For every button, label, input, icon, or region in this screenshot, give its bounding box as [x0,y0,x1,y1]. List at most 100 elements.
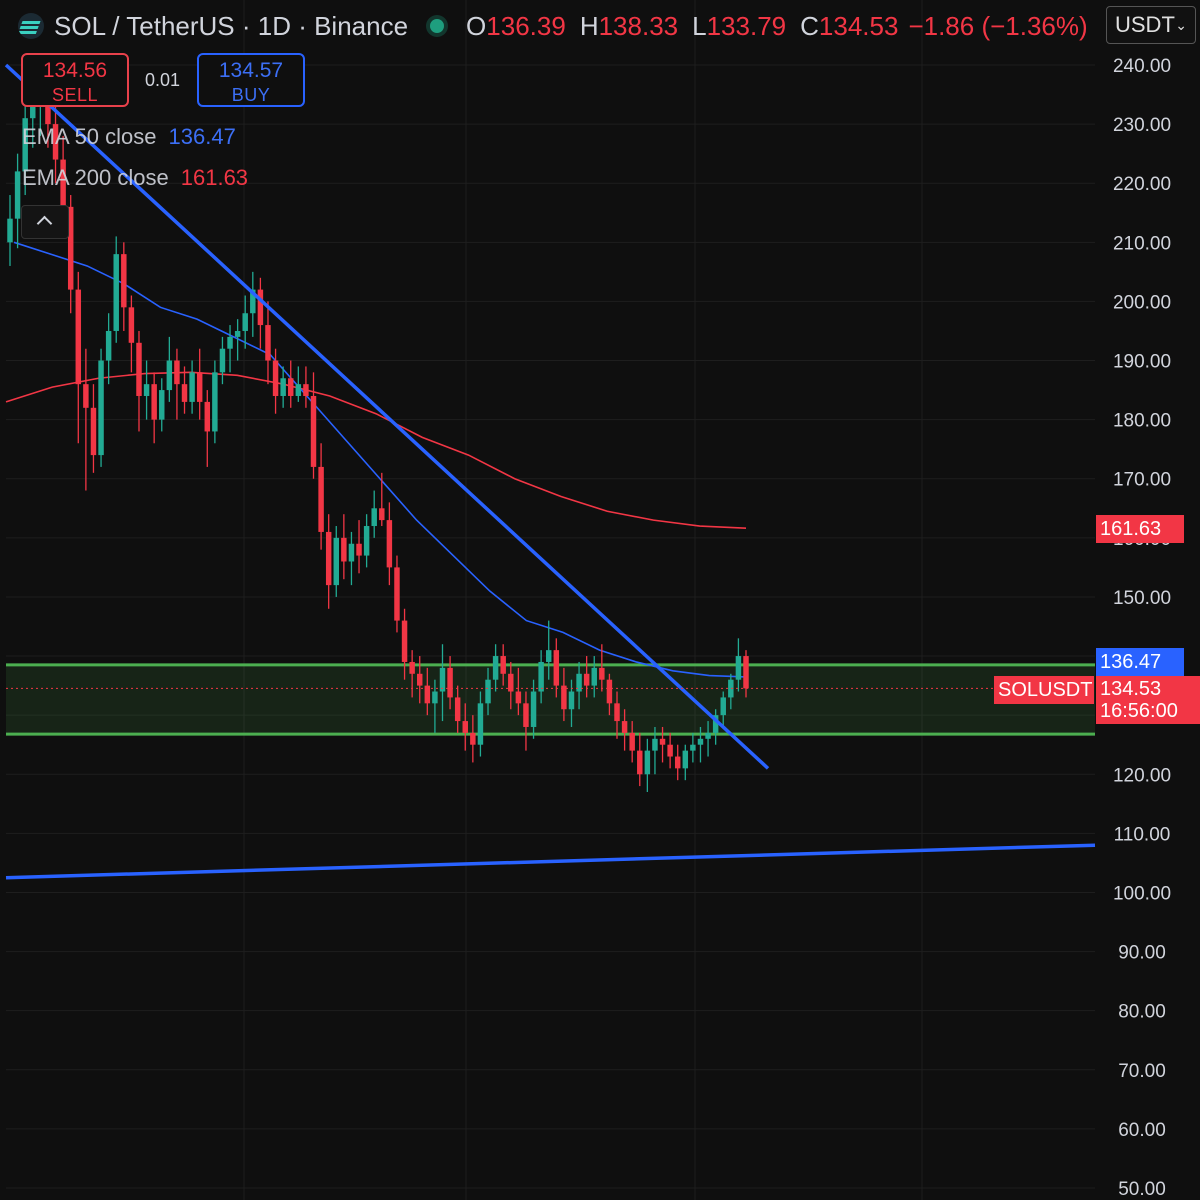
ema200-legend[interactable]: EMA 200 close 161.63 [22,165,248,191]
candle [219,336,226,385]
candle-body [371,508,377,527]
candle [659,726,666,763]
candle-body [561,685,567,710]
candle [174,348,180,420]
candle [212,360,218,444]
candle-body [272,360,279,396]
candle [348,531,355,586]
ema50-value: 136.47 [168,124,236,149]
price-axis-label: 190.00 [1113,352,1171,373]
candle-body [128,307,135,343]
candle [250,271,256,337]
sell-label: SELL [51,85,99,105]
candle-body [7,218,13,243]
candle-body [470,732,476,745]
candle-body [295,384,302,396]
candle-body [409,661,415,674]
candle-body [424,685,431,704]
candle-body [379,508,385,521]
ema200-value: 161.63 [180,165,249,190]
candle [477,691,484,757]
candle-body [159,390,165,420]
candle-body [14,171,21,219]
countdown-value: 16:56:00 [1100,700,1178,722]
candle [470,715,476,763]
candle-body [75,289,82,385]
candle-body [242,313,248,331]
candle-body [166,360,173,391]
buy-label: BUY [231,85,271,105]
candle [720,691,726,727]
candle-body [447,667,453,698]
ema200-label: EMA 200 close [22,165,169,190]
candle-body [280,378,286,396]
candle-body [568,691,575,710]
ema50-line [13,241,747,678]
candle [682,744,689,781]
candle-body [690,744,696,751]
candle-body [136,342,142,396]
descending-trendline [4,63,770,770]
candle-body [196,372,203,402]
candle [667,732,673,769]
currency-select[interactable]: USDT ⌄ [1106,6,1196,44]
candle [568,679,575,727]
sell-button[interactable]: 134.56 SELL [21,53,129,107]
candle [14,153,21,249]
candle [52,100,59,184]
high-value: 138.33 [598,10,679,41]
candle [189,360,195,414]
candle-body [174,360,180,385]
candle-body [417,673,423,686]
candle [629,721,635,763]
candle [508,661,514,710]
candle [538,650,544,704]
candle-body [52,124,59,160]
candle-body [462,721,468,733]
candle-body [591,667,597,686]
candle-body [515,691,522,704]
candle [591,656,597,698]
candle [98,348,104,467]
candle-body [485,679,491,704]
candle [417,656,423,704]
candle [485,667,491,716]
ema50-legend[interactable]: EMA 50 close 136.47 [22,124,236,150]
candle [553,638,560,698]
candle-body [508,673,514,692]
candle-body [743,656,749,689]
price-axis-label: 90.00 [1118,943,1166,964]
candle-body [325,531,332,586]
candle-body [629,732,635,751]
candle [424,667,431,716]
candle [379,472,385,527]
symbol-title[interactable]: SOL / TetherUS · 1D · Binance [54,10,409,41]
open-value: 136.39 [486,10,566,41]
candle-body [30,106,36,119]
candle-body [637,750,643,775]
candle [7,195,13,266]
candle-body [432,691,438,704]
buy-button[interactable]: 134.57 BUY [197,53,305,107]
candle-body [728,679,734,698]
candle [523,691,529,751]
candle-body [697,738,704,745]
support-zone [6,663,1095,736]
candle-body [303,384,309,396]
candle [386,502,393,586]
ema200-path [5,371,747,530]
candle [697,726,704,763]
market-open-icon [430,19,445,33]
candle-body [599,667,605,680]
candle-body [227,336,233,349]
last-price-value: 134.53 [1100,678,1162,700]
candle-body [439,667,446,692]
collapse-legend-button[interactable] [21,205,69,239]
candle [333,526,339,597]
candle [545,620,552,680]
price-axis-label: 50.00 [1118,1179,1166,1200]
candle-body [530,691,537,727]
candle [234,319,241,361]
candle-body [219,348,226,373]
